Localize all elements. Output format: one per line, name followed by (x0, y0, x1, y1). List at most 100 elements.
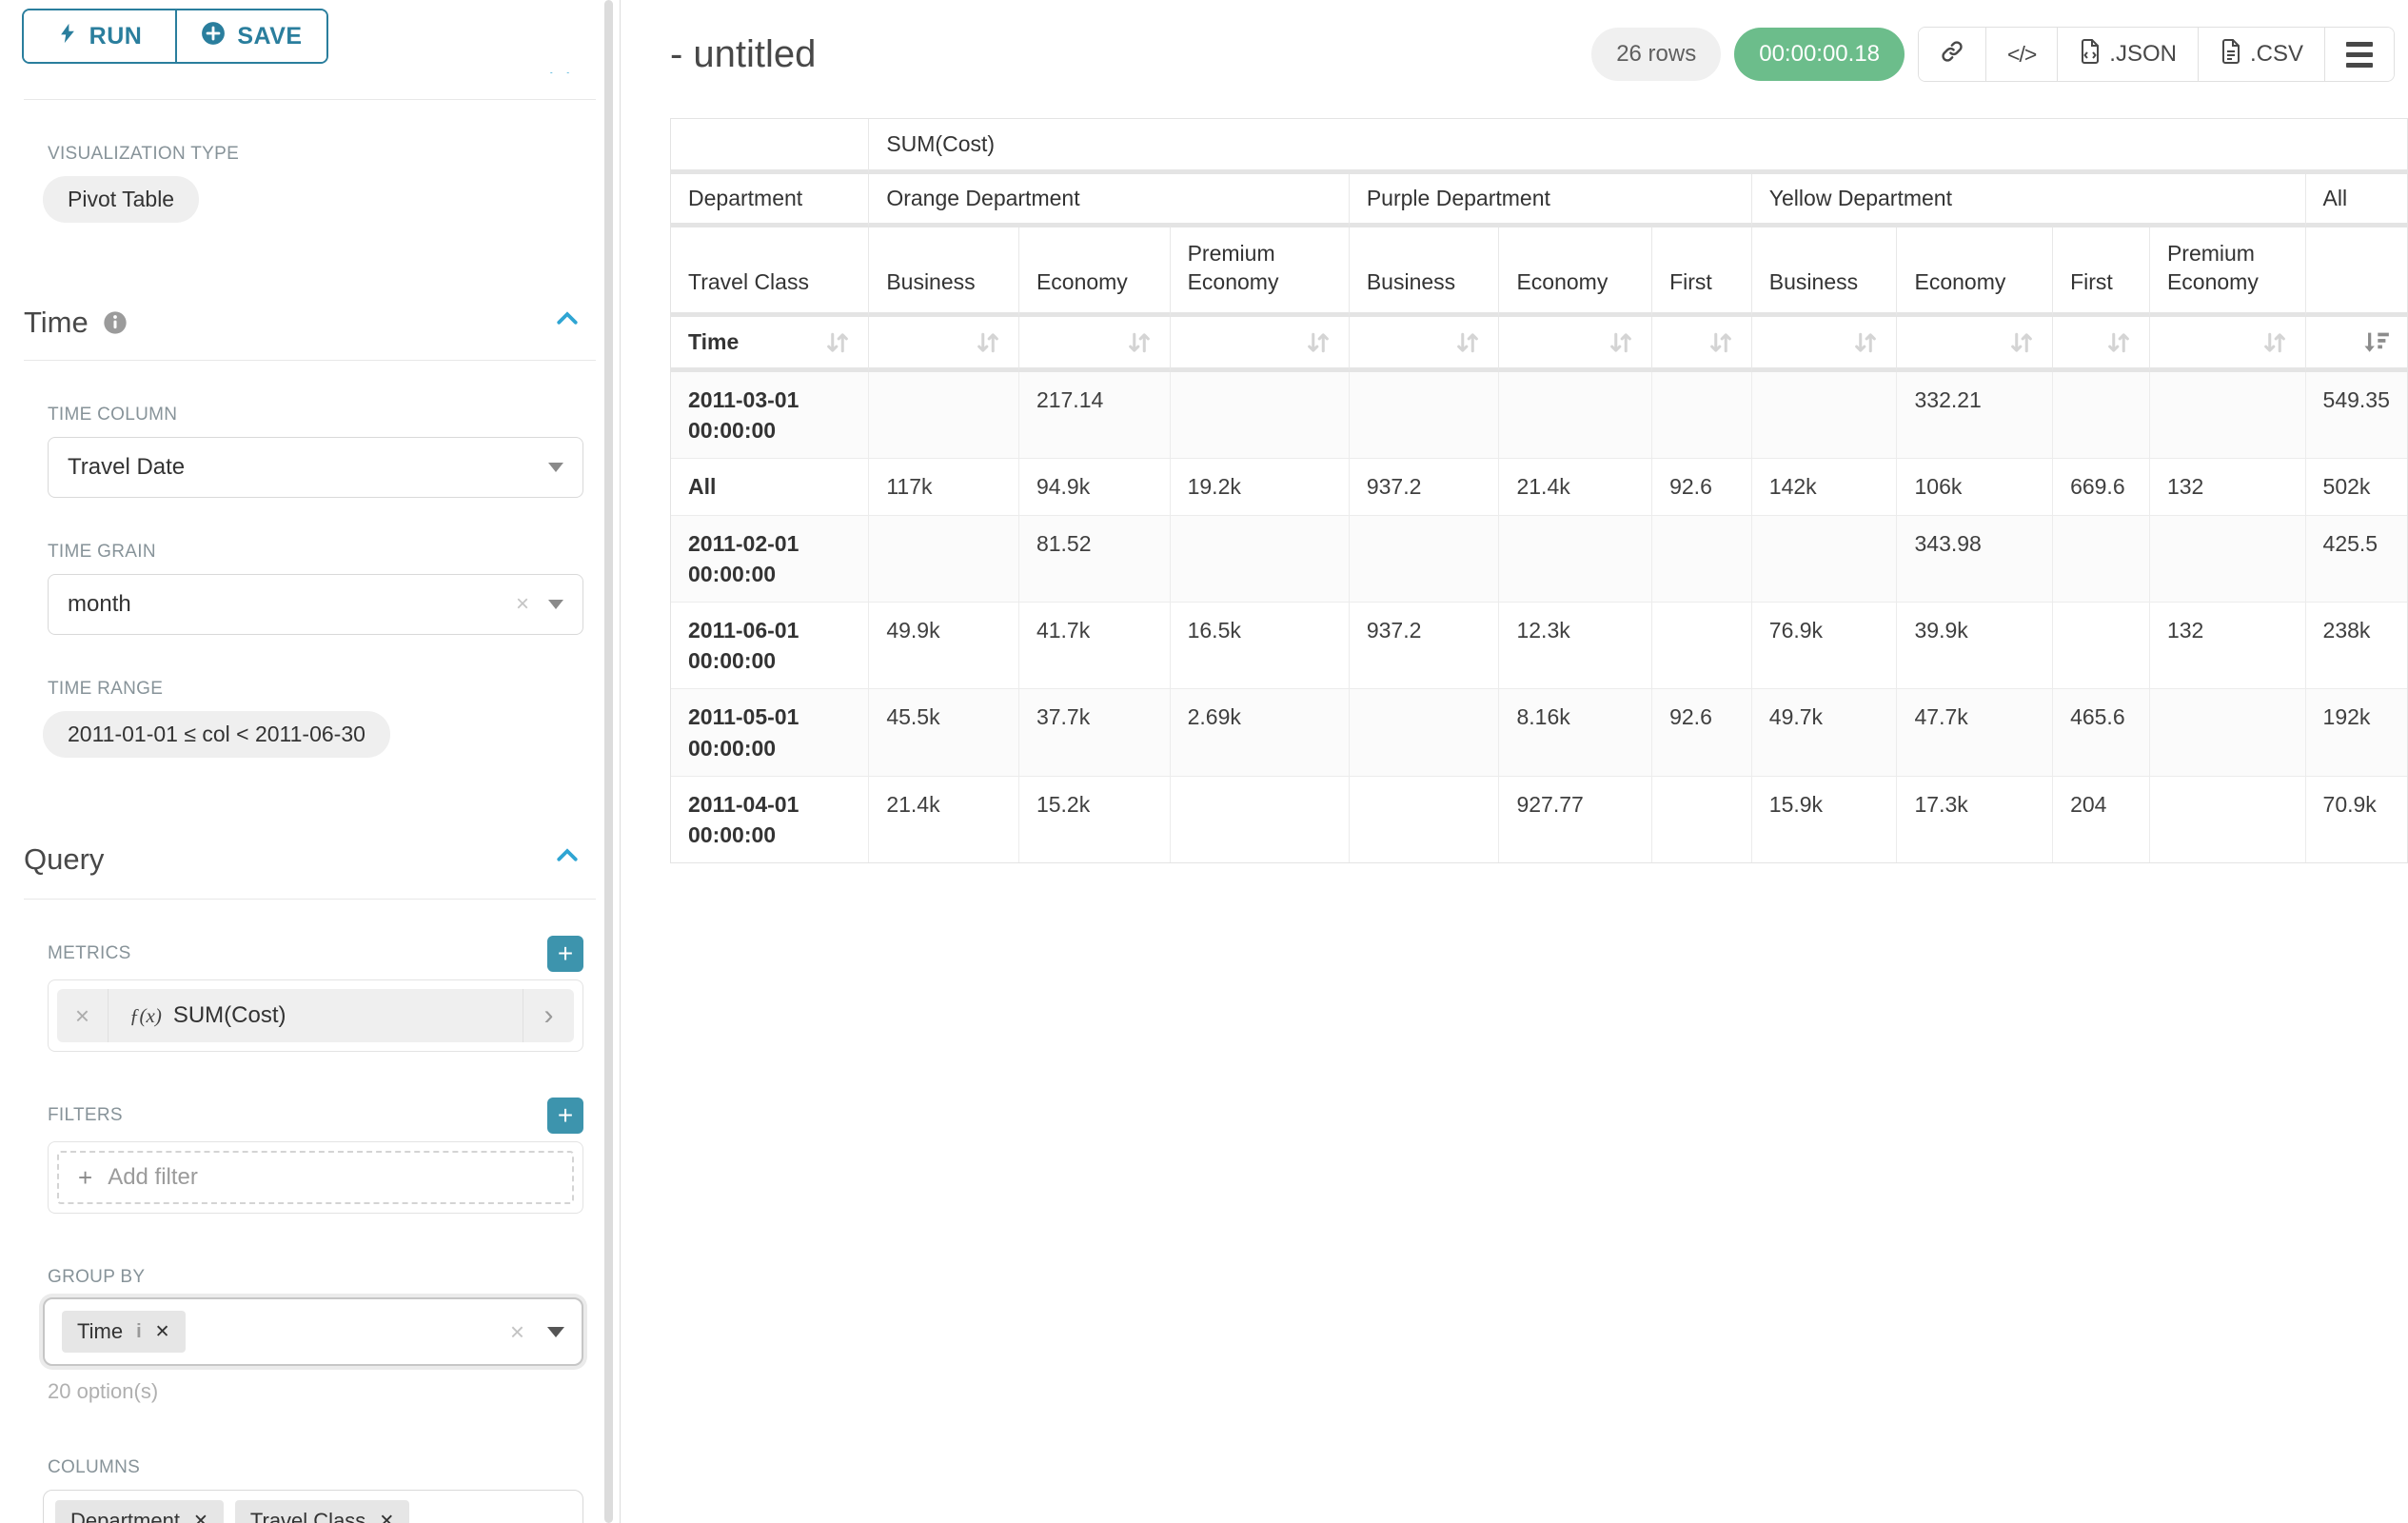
pivot-sort-time-header[interactable]: Time (671, 317, 870, 372)
groupby-chip-time[interactable]: Time i ✕ (62, 1311, 186, 1353)
remove-chip-icon[interactable]: ✕ (192, 1511, 208, 1523)
sort-icon (1305, 329, 1332, 356)
pivot-sort-column-header[interactable] (1499, 317, 1653, 372)
pivot-value-cell (2149, 372, 2306, 460)
time-column-select[interactable]: Travel Date (48, 437, 583, 498)
pivot-sort-column-header-active[interactable] (2305, 317, 2407, 372)
time-grain-value: month (68, 591, 131, 617)
pivot-value-cell (2149, 515, 2306, 603)
query-section-header[interactable]: Query (24, 841, 582, 878)
pivot-value-cell (1171, 776, 1350, 863)
export-json-button[interactable]: .JSON (2058, 28, 2199, 81)
pivot-row-dim-header: Department (671, 174, 870, 227)
pivot-sort-column-header[interactable] (1018, 317, 1171, 372)
chip-label: Department (70, 1509, 180, 1523)
pivot-sort-column-header[interactable] (1751, 317, 1898, 372)
clear-icon[interactable]: × (515, 591, 529, 617)
filters-container: + Add filter (48, 1141, 583, 1214)
time-section-header[interactable]: Time (24, 305, 582, 341)
pivot-col-header (2305, 227, 2407, 317)
pivot-value-cell: 937.2 (1349, 602, 1500, 690)
sort-icon (1707, 329, 1734, 356)
pivot-value-cell: 238k (2305, 603, 2407, 690)
metric-pill[interactable]: × ƒ(x) SUM(Cost) › (57, 989, 574, 1042)
remove-metric-icon[interactable]: × (57, 989, 109, 1042)
file-json-icon (2079, 38, 2102, 71)
pivot-value-cell: 142k (1751, 459, 1898, 516)
pivot-value-cell (1349, 689, 1500, 777)
clear-icon[interactable]: × (509, 1316, 524, 1346)
sort-icon (1608, 329, 1634, 356)
groupby-select[interactable]: Time i ✕ × (43, 1297, 583, 1366)
columns-select[interactable]: Department ✕ Travel Class ✕ × (43, 1490, 583, 1523)
remove-chip-icon[interactable]: ✕ (154, 1321, 170, 1342)
pivot-value-cell (1170, 515, 1350, 603)
add-metric-button[interactable]: + (547, 936, 583, 972)
plus-circle-icon (201, 21, 226, 52)
pivot-sort-column-header[interactable] (2149, 317, 2306, 372)
pivot-value-cell (1751, 515, 1898, 603)
pivot-row-label: 2011-02-01 00:00:00 (671, 515, 870, 603)
sidebar-scrollbar[interactable] (604, 0, 613, 1523)
pivot-value-cell (2150, 776, 2306, 863)
sort-desc-icon (2361, 329, 2390, 356)
pivot-value-cell: 17.3k (1897, 776, 2054, 863)
metrics-container: × ƒ(x) SUM(Cost) › (48, 979, 583, 1052)
pivot-row-label: 2011-06-01 00:00:00 (671, 602, 870, 690)
time-range-pill[interactable]: 2011-01-01 ≤ col < 2011-06-30 (43, 711, 390, 758)
pivot-sort-column-header[interactable] (1897, 317, 2054, 372)
pivot-sort-column-header[interactable] (869, 317, 1019, 372)
columns-chip-department[interactable]: Department ✕ (55, 1500, 224, 1523)
pivot-sort-column-header[interactable] (2053, 317, 2150, 372)
chevron-right-icon[interactable]: › (523, 989, 574, 1042)
chevron-up-icon[interactable] (553, 305, 582, 341)
info-icon[interactable]: i (136, 1320, 142, 1342)
run-button[interactable]: RUN (24, 10, 175, 62)
info-icon[interactable] (102, 309, 128, 336)
pivot-value-cell (2053, 372, 2150, 460)
pivot-sort-column-header[interactable] (1170, 317, 1350, 372)
pivot-value-cell (2053, 602, 2150, 690)
menu-button[interactable] (2325, 28, 2394, 81)
pivot-sort-column-header[interactable] (1652, 317, 1752, 372)
pivot-value-cell: 132 (2149, 602, 2306, 690)
columns-chip-travel-class[interactable]: Travel Class ✕ (234, 1500, 410, 1523)
pivot-value-cell: 343.98 (1897, 515, 2054, 603)
pivot-value-cell: 81.52 (1018, 515, 1171, 603)
pivot-value-cell (1170, 372, 1350, 460)
control-panel-sidebar: Chart Type RUN SAVE (0, 0, 621, 1523)
share-link-button[interactable] (1919, 28, 1987, 81)
pivot-sort-column-header[interactable] (1349, 317, 1500, 372)
pivot-value-cell: 41.7k (1018, 602, 1171, 690)
pivot-value-cell: 106k (1897, 459, 2054, 516)
pivot-value-cell: 204 (2053, 776, 2150, 863)
add-filter-placeholder: Add filter (108, 1164, 198, 1190)
pivot-value-cell (1652, 515, 1752, 603)
chevron-down-icon (548, 600, 563, 609)
pivot-value-cell (869, 515, 1019, 603)
chevron-up-icon[interactable] (553, 841, 582, 878)
view-query-button[interactable]: </> (1986, 28, 2059, 81)
metric-body[interactable]: ƒ(x) SUM(Cost) (109, 989, 523, 1042)
add-filter-button[interactable]: + (547, 1098, 583, 1134)
visualization-type-pill[interactable]: Pivot Table (43, 176, 200, 223)
add-filter-dropzone[interactable]: + Add filter (57, 1151, 574, 1204)
pivot-subrow-dim-header: Travel Class (671, 227, 870, 317)
query-timer-badge: 00:00:00.18 (1734, 28, 1905, 81)
plus-icon: + (78, 1162, 93, 1192)
pivot-value-cell: 132 (2149, 459, 2306, 516)
pivot-col-group-header: All (2305, 174, 2407, 227)
sort-icon (1126, 329, 1153, 356)
chevron-down-icon[interactable] (547, 1326, 564, 1337)
export-csv-button[interactable]: .CSV (2198, 28, 2325, 81)
chart-panel: - untitled 26 rows 00:00:00.18 </> (621, 0, 2408, 1523)
divider (24, 99, 596, 100)
code-icon: </> (2007, 41, 2037, 67)
pivot-col-header: First (2053, 227, 2150, 317)
export-json-label: .JSON (2109, 41, 2177, 67)
save-button[interactable]: SAVE (175, 10, 326, 62)
time-grain-select[interactable]: month × (48, 574, 583, 635)
row-count-badge: 26 rows (1591, 28, 1722, 81)
pivot-value-cell: 76.9k (1751, 602, 1898, 690)
remove-chip-icon[interactable]: ✕ (379, 1511, 395, 1523)
